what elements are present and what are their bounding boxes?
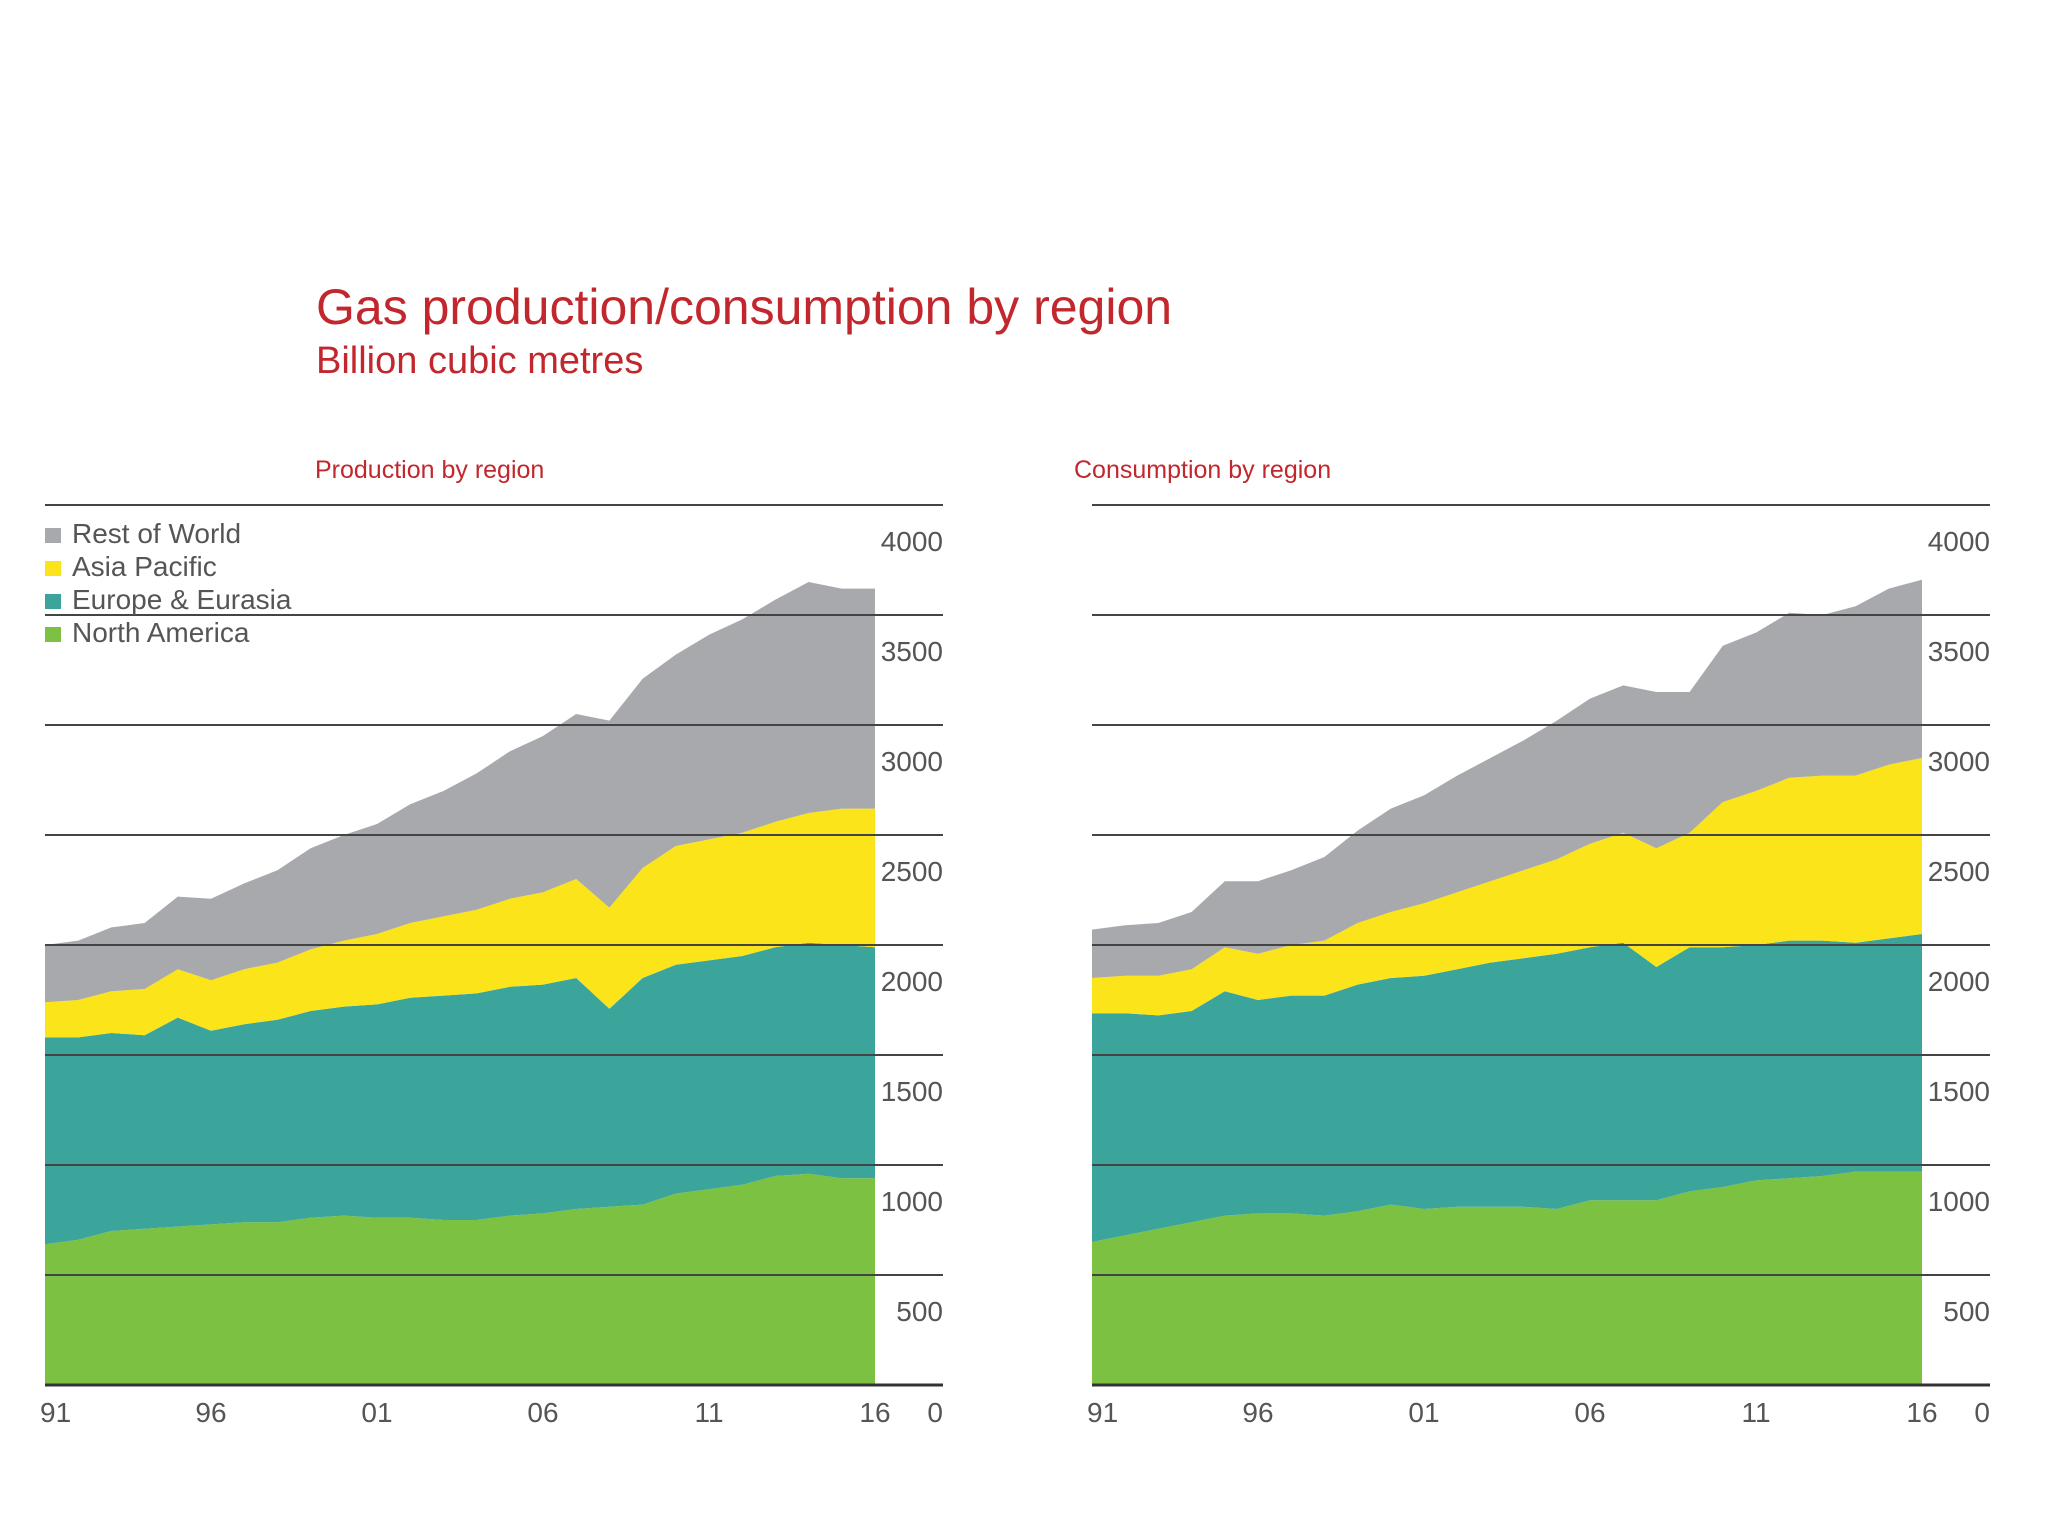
y-zero-label: 0 — [1974, 1397, 1990, 1428]
y-tick-label: 3500 — [881, 636, 943, 667]
x-tick-label: 16 — [1906, 1397, 1937, 1428]
legend-label-rest-of-world: Rest of World — [72, 518, 241, 549]
legend-swatch-rest-of-world — [45, 528, 61, 543]
series-area-north-america — [45, 1173, 875, 1385]
x-tick-label: 96 — [195, 1397, 226, 1428]
series-area-rest-of-world — [1092, 579, 1922, 978]
production-chart: 500 1000 1500 2000 2500 3000 3500 4000 91 96 01 06 1… — [40, 504, 943, 1428]
x-tick-label: 11 — [694, 1397, 723, 1428]
page-subtitle: Billion cubic metres — [316, 340, 644, 382]
y-tick-label: 1000 — [1928, 1186, 1990, 1217]
series-area-rest-of-world — [45, 582, 875, 1003]
y-tick-label: 1500 — [1928, 1076, 1990, 1107]
legend-label-europe-and-eurasia: Europe & Eurasia — [72, 584, 292, 615]
y-tick-label: 3000 — [1928, 746, 1990, 777]
y-tick-label: 2500 — [1928, 856, 1990, 887]
y-tick-label: 3000 — [881, 746, 943, 777]
x-tick-label: 11 — [1741, 1397, 1770, 1428]
legend-swatch-north-america — [45, 627, 61, 642]
y-tick-label: 500 — [896, 1296, 943, 1327]
legend-label-north-america: North America — [72, 617, 250, 648]
y-tick-label: 2000 — [881, 966, 943, 997]
y-tick-label: 1500 — [881, 1076, 943, 1107]
y-tick-label: 1000 — [881, 1186, 943, 1217]
y-tick-label: 2500 — [881, 856, 943, 887]
legend-swatch-asia-pacific — [45, 561, 61, 576]
x-tick-label: 96 — [1242, 1397, 1273, 1428]
y-tick-label: 4000 — [1928, 526, 1990, 557]
consumption-chart: 500 1000 1500 2000 2500 3000 3500 4000 91 96 01 06 1… — [1087, 504, 1990, 1428]
x-tick-label: 06 — [1574, 1397, 1605, 1428]
series-area-asia-pacific — [1092, 758, 1922, 1016]
x-tick-label: 06 — [527, 1397, 558, 1428]
x-tick-label: 91 — [40, 1397, 71, 1428]
x-tick-label: 91 — [1087, 1397, 1118, 1428]
legend-label-asia-pacific: Asia Pacific — [72, 551, 217, 582]
consumption-chart-title: Consumption by region — [1074, 456, 1332, 484]
series-area-asia-pacific — [45, 808, 875, 1038]
y-tick-label: 3500 — [1928, 636, 1990, 667]
series-area-north-america — [1092, 1171, 1922, 1385]
y-tick-label: 2000 — [1928, 966, 1990, 997]
page-title: Gas production/consumption by region — [316, 279, 1173, 335]
legend-swatch-europe-and-eurasia — [45, 594, 61, 609]
y-tick-label: 4000 — [881, 526, 943, 557]
x-tick-label: 01 — [1408, 1397, 1439, 1428]
y-zero-label: 0 — [927, 1397, 943, 1428]
series-area-europe-and-eurasia — [45, 942, 875, 1245]
y-tick-label: 500 — [1943, 1296, 1990, 1327]
x-tick-label: 01 — [361, 1397, 392, 1428]
production-chart-title: Production by region — [315, 456, 545, 484]
x-tick-label: 16 — [859, 1397, 890, 1428]
